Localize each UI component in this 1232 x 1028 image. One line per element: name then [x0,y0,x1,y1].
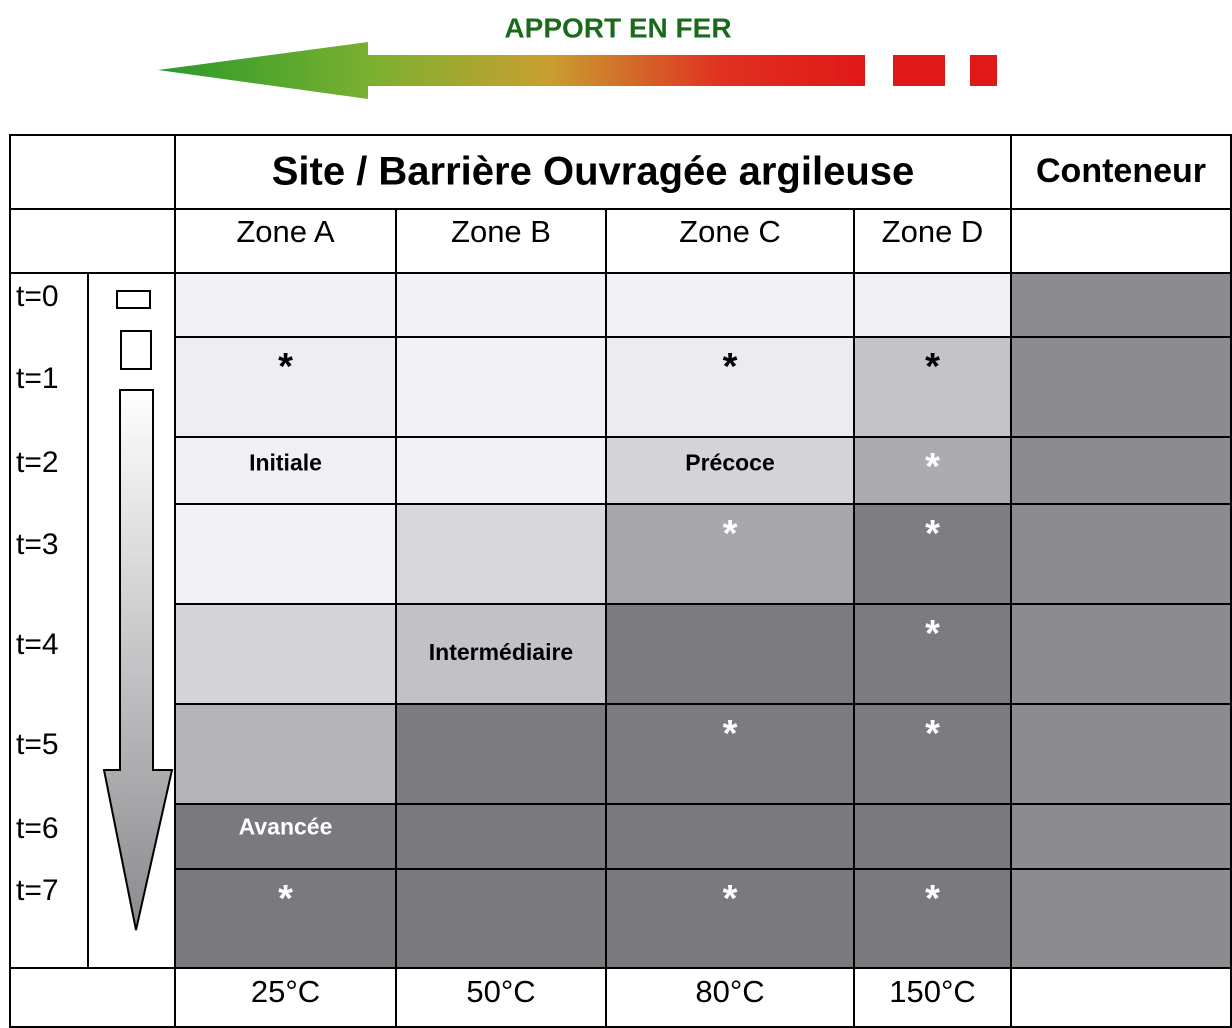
cell [854,504,1011,604]
title: APPORT EN FER [504,12,731,43]
time-label: t=5 [16,728,59,761]
cell [606,804,854,869]
asterisk: * [925,446,940,488]
cell [175,337,396,437]
stage-label: Initiale [249,450,322,476]
temperature: 50°C [466,974,535,1009]
table-border [9,134,1232,1028]
time-label: t=6 [16,812,59,845]
arrow-dash [970,55,997,86]
cell [396,337,606,437]
time-label: t=7 [16,874,59,907]
cell [175,504,396,604]
container-column [1011,273,1232,968]
cell [854,337,1011,437]
cell [396,437,606,504]
stage-label: Précoce [685,450,775,476]
arrow-dash [893,55,945,86]
cell [175,273,396,337]
asterisk: * [925,346,940,388]
cell [606,604,854,704]
cell [175,437,396,504]
time-marker [120,330,152,370]
time-label: t=3 [16,528,59,561]
cell [396,504,606,604]
cell [606,869,854,968]
cell [854,273,1011,337]
asterisk: * [925,713,940,755]
cell [175,869,396,968]
asterisk: * [723,713,738,755]
time-label: t=2 [16,446,59,479]
cell [854,869,1011,968]
asterisk: * [925,878,940,920]
asterisk: * [723,346,738,388]
cell [175,604,396,704]
site-header: Site / Barrière Ouvragée argileuse [272,150,915,194]
asterisk: * [723,513,738,555]
cell [175,704,396,804]
time-label: t=4 [16,628,59,661]
cell [854,437,1011,504]
zone-label: Zone D [882,214,984,249]
cell [854,604,1011,704]
temperature: 150°C [889,974,976,1009]
zone-label: Zone A [236,214,335,249]
asterisk: * [925,613,940,655]
cell [606,504,854,604]
cell [396,604,606,704]
cell [396,273,606,337]
time-arrow [102,389,174,931]
asterisk: * [278,878,293,920]
time-label: t=0 [16,280,59,313]
cell [606,437,854,504]
cell [606,273,854,337]
cell [854,704,1011,804]
cell [396,869,606,968]
asterisk: * [723,878,738,920]
temperature: 25°C [251,974,320,1009]
zone-label: Zone C [679,214,781,249]
zone-label: Zone B [451,214,551,249]
iron-arrow [158,42,865,99]
container-header: Conteneur [1036,152,1206,190]
cell [854,804,1011,869]
time-marker [116,290,151,309]
cell [396,704,606,804]
cell [606,704,854,804]
stage-label: Intermédiaire [429,639,573,665]
cell [175,804,396,869]
cell [396,804,606,869]
asterisk: * [278,346,293,388]
asterisk: * [925,513,940,555]
time-label: t=1 [16,362,59,395]
stage-label: Avancée [239,814,333,840]
temperature: 80°C [695,974,764,1009]
cell [606,337,854,437]
